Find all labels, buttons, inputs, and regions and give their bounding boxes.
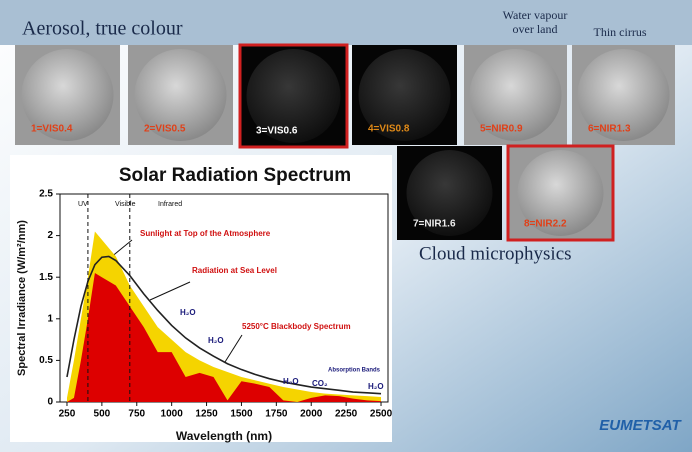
x-tick-label: 2250 — [335, 409, 358, 420]
y-tick-label: 2 — [47, 230, 53, 241]
region-label: UV — [78, 201, 88, 208]
region-label: Visible — [115, 201, 136, 208]
absorption-label: H₂O — [180, 308, 196, 317]
series-label: Sunlight at Top of the Atmosphere — [140, 229, 271, 238]
x-tick-label: 1500 — [230, 409, 253, 420]
series-label: 5250°C Blackbody Spectrum — [242, 322, 351, 331]
y-axis-label: Spectral Irradiance (W/m²/nm) — [16, 220, 28, 376]
x-tick-label: 2500 — [370, 409, 393, 420]
absorption-label: CO₂ — [312, 379, 328, 388]
y-tick-label: 0 — [47, 397, 53, 408]
image-label: 6=NIR1.3 — [588, 124, 631, 135]
cirrus-label: Thin cirrus — [594, 25, 647, 39]
region-label: Infrared — [158, 201, 182, 208]
x-tick-label: 1250 — [195, 409, 218, 420]
x-tick-label: 1750 — [265, 409, 288, 420]
absorption-label: H₂O — [283, 377, 299, 386]
title: Aerosol, true colour — [22, 18, 183, 40]
series-label: Radiation at Sea Level — [192, 266, 277, 275]
absorption-label: H₂O — [368, 382, 384, 391]
y-tick-label: 1.5 — [39, 272, 53, 283]
absorption-label: H₂O — [208, 336, 224, 345]
x-axis-label: Wavelength (nm) — [176, 429, 272, 443]
image-label: 8=NIR2.2 — [524, 219, 567, 230]
y-tick-label: 1 — [47, 313, 53, 324]
absorption-label: Absorption Bands — [328, 368, 381, 374]
y-tick-label: 0.5 — [39, 355, 53, 366]
x-tick-label: 500 — [94, 409, 111, 420]
image-label: 7=NIR1.6 — [413, 219, 456, 230]
logo: EUMETSAT — [599, 417, 682, 434]
water-vapour-label: Water vapour over land — [495, 8, 575, 36]
y-tick-label: 2.5 — [39, 189, 53, 200]
x-tick-label: 2000 — [300, 409, 323, 420]
chart-title: Solar Radiation Spectrum — [119, 165, 351, 186]
cloud-label: Cloud microphysics — [419, 243, 572, 264]
x-tick-label: 750 — [128, 409, 145, 420]
x-tick-label: 250 — [59, 409, 76, 420]
image-label: 5=NIR0.9 — [480, 124, 523, 135]
image-label: 1=VIS0.4 — [31, 124, 73, 135]
slide: Aerosol, true colour Cloud microphysics … — [0, 0, 692, 452]
x-tick-label: 1000 — [161, 409, 184, 420]
image-label: 4=VIS0.8 — [368, 124, 410, 135]
image-label: 2=VIS0.5 — [144, 124, 186, 135]
image-label: 3=VIS0.6 — [256, 126, 298, 137]
